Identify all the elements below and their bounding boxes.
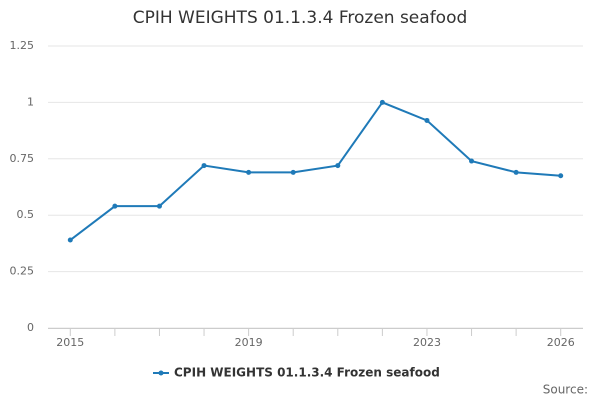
y-tick-label: 0 [27,321,34,334]
y-tick-label: 1.25 [10,39,35,52]
y-tick-label: 0.25 [10,265,35,278]
data-point [246,169,252,175]
data-point [469,158,475,164]
data-point [112,203,118,209]
legend-marker [158,370,164,376]
data-point [290,169,296,175]
legend-label: CPIH WEIGHTS 01.1.3.4 Frozen seafood [174,366,440,380]
data-point [156,203,162,209]
y-tick-label: 1 [27,95,34,108]
data-point [335,163,341,169]
data-point [424,117,430,123]
data-point [201,163,207,169]
data-point [513,169,519,175]
data-point [379,99,385,105]
y-tick-label: 0.75 [10,152,35,165]
x-tick-label: 2023 [413,336,441,349]
y-tick-label: 0.5 [17,208,35,221]
x-tick-label: 2015 [56,336,84,349]
series-line [69,101,561,241]
x-tick-label: 2019 [235,336,263,349]
data-point [558,173,564,179]
x-tick-label: 2026 [547,336,575,349]
source: Source: [543,383,588,397]
data-point [67,237,73,243]
chart-title: CPIH WEIGHTS 01.1.3.4 Frozen seafood [133,8,468,28]
